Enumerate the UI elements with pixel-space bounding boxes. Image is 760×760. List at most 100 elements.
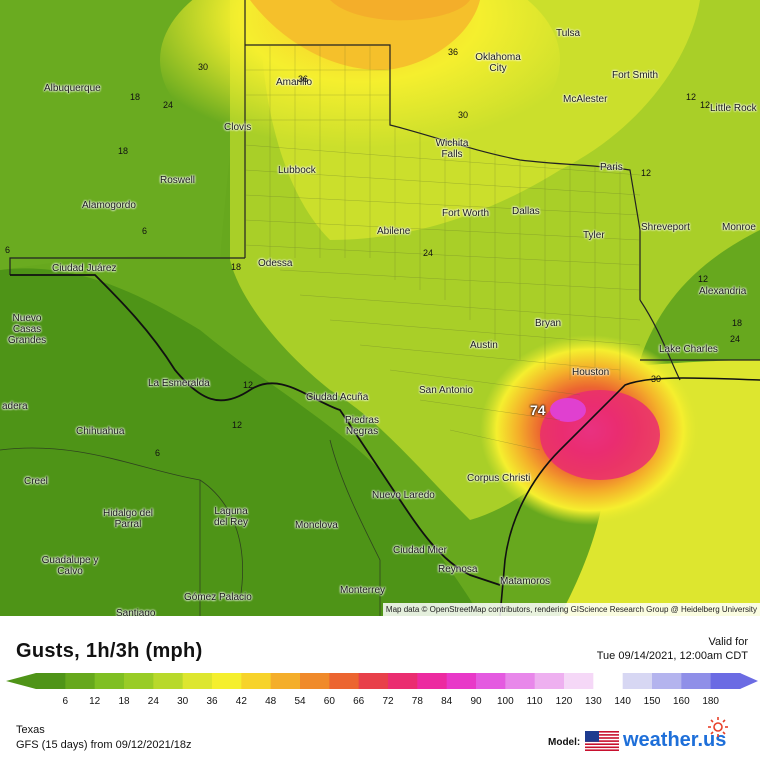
colorbar-tick-label: 140 xyxy=(614,696,631,707)
contour-label: 6 xyxy=(142,226,148,236)
contour-label: 12 xyxy=(698,274,709,284)
contour-label: 6 xyxy=(5,245,11,255)
city-label: Oklahoma City xyxy=(475,52,521,74)
contour-label: 18 xyxy=(118,146,129,156)
colorbar-segment xyxy=(476,673,506,689)
colorbar-tick-label: 180 xyxy=(702,696,719,707)
contour-label: 12 xyxy=(686,92,697,102)
colorbar-tick-label: 18 xyxy=(118,696,130,707)
contour-label: 30 xyxy=(198,62,209,72)
colorbar-tick-label: 130 xyxy=(584,696,602,707)
city-label: Fort Worth xyxy=(442,208,490,219)
colorbar-tick-label: 54 xyxy=(294,696,306,707)
color-scale-ticks: 6 12 18 24 30 36 42 48 54 60 66 72 78 84 90 100 110 120 13… xyxy=(0,696,760,710)
city-label: Paris xyxy=(600,162,623,173)
city-label: Lake Charles xyxy=(659,344,718,355)
city-label: Tyler xyxy=(583,230,605,241)
contour-label: 24 xyxy=(423,248,434,258)
colorbar-segment xyxy=(124,673,154,689)
colorbar-tick-label: 60 xyxy=(323,696,335,707)
city-label: Chihuahua xyxy=(76,426,125,437)
brand-logo[interactable]: weather.us xyxy=(623,729,727,751)
colorbar-tick-label: 24 xyxy=(147,696,159,707)
sun-icon xyxy=(708,717,728,737)
colorbar-segment xyxy=(65,673,96,689)
city-label: Austin xyxy=(470,340,498,351)
city-label: adera xyxy=(2,401,28,412)
colorbar-tick-label: 90 xyxy=(470,696,482,707)
city-label: Nuevo Laredo xyxy=(372,490,435,501)
city-label: Ciudad Acuña xyxy=(306,392,369,403)
contour-label: 30 xyxy=(651,374,662,384)
city-label: Alamogordo xyxy=(82,200,136,211)
city-label: McAlester xyxy=(563,94,608,105)
colorbar-tick-label: 78 xyxy=(411,696,423,707)
contour-label: 24 xyxy=(730,334,741,344)
contour-label: 12 xyxy=(232,420,243,430)
city-label: Odessa xyxy=(258,258,293,269)
city-label: Houston xyxy=(572,367,610,378)
gust-field xyxy=(0,0,760,616)
region-label: Texas xyxy=(16,724,45,736)
city-label: Santiago xyxy=(116,608,156,616)
city-label: Albuquerque xyxy=(44,83,101,94)
city-label: Nuevo Casas Grandes xyxy=(7,313,47,346)
city-label: Wichita Falls xyxy=(435,138,469,160)
city-label: Fort Smith xyxy=(612,70,659,81)
city-label: Clovis xyxy=(224,122,252,133)
colorbar-tick-label: 150 xyxy=(643,696,661,707)
city-label: Monroe xyxy=(722,222,756,233)
colorbar-segment xyxy=(710,673,741,689)
city-label: Hidalgo del Parral xyxy=(102,508,154,530)
colorbar-tick-label: 100 xyxy=(496,696,514,707)
colorbar-tick-label: 120 xyxy=(555,696,573,707)
colorbar-tick-label: 30 xyxy=(177,696,189,707)
city-label: Abilene xyxy=(377,226,411,237)
colorbar-tick-label: 42 xyxy=(235,696,247,707)
contour-label: 18 xyxy=(130,92,141,102)
colorbar-tick-label: 110 xyxy=(526,696,543,707)
city-label: Guadalupe y Calvo xyxy=(41,555,99,577)
city-label: Amarillo xyxy=(276,77,313,88)
city-label: Lubbock xyxy=(278,165,316,176)
colorbar-tick-label: 6 xyxy=(62,696,69,707)
city-label: San Antonio xyxy=(419,385,473,396)
color-scale-bar xyxy=(6,673,758,689)
city-label: Gómez Palacio xyxy=(184,592,252,603)
colorbar-segment xyxy=(153,673,184,689)
contour-label: 12 xyxy=(641,168,652,178)
contour-label: 18 xyxy=(231,262,242,272)
map-title: Gusts, 1h/3h (mph) xyxy=(16,640,203,662)
city-label: Matamoros xyxy=(500,576,551,587)
contour-label: 36 xyxy=(298,74,309,84)
city-label: Ciudad Mier xyxy=(393,545,447,556)
colorbar-tick-label: 12 xyxy=(89,696,101,707)
colorbar-tick-label: 160 xyxy=(672,696,690,707)
colorbar-segment xyxy=(388,673,418,689)
model-label: Model: xyxy=(548,737,581,748)
us-flag-icon xyxy=(585,731,619,751)
city-label: Reynosa xyxy=(438,564,478,575)
city-label: Laguna del Rey xyxy=(214,506,248,528)
city-label: Alexandria xyxy=(699,286,747,297)
colorbar-segment xyxy=(241,673,272,689)
colorbar-tick-label: 84 xyxy=(441,696,453,707)
city-label: Bryan xyxy=(535,318,562,329)
contour-label: 24 xyxy=(163,100,174,110)
colorbar-segment xyxy=(446,673,477,689)
valid-label: Valid for xyxy=(708,636,748,648)
colorbar-segment xyxy=(505,673,536,689)
weather-map[interactable]: 74 Albuquerque Amarillo Oklahoma City Tu… xyxy=(0,0,760,616)
colorbar-tick-label: 66 xyxy=(353,696,365,707)
colorbar-left-arrow xyxy=(6,673,36,689)
colorbar-segment xyxy=(652,673,682,689)
city-label: Monclova xyxy=(295,520,338,531)
model-run-label: GFS (15 days) from 09/12/2021/18z xyxy=(16,739,192,751)
colorbar-segment xyxy=(300,673,330,689)
colorbar-segment xyxy=(94,673,125,689)
contour-label: 36 xyxy=(448,47,459,57)
city-label: Roswell xyxy=(160,175,196,186)
colorbar-segment xyxy=(358,673,389,689)
city-label: Piedras Negras xyxy=(345,415,379,437)
city-label: Monterrey xyxy=(340,585,386,596)
